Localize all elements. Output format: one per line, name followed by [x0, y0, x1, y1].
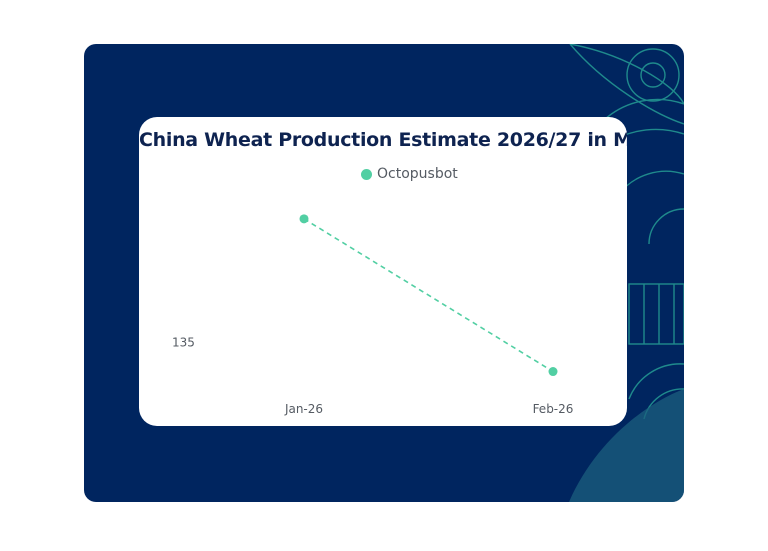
chart-title: China Wheat Production Estimate 2026/27 …: [139, 129, 627, 151]
x-tick-label-1: Feb-26: [533, 402, 574, 416]
x-tick-label-0: Jan-26: [284, 402, 323, 416]
legend-marker: [361, 168, 372, 180]
data-point-0-1[interactable]: [548, 367, 558, 377]
decorative-pattern: [569, 44, 684, 502]
chart-card: China Wheat Production Estimate 2026/27 …: [139, 117, 627, 426]
series-line-0: [303, 218, 554, 373]
data-point-0-0[interactable]: [299, 214, 309, 224]
legend-label: Octopusbot: [377, 166, 458, 182]
legend[interactable]: Octopusbot: [361, 166, 458, 182]
chart-plot: 135 Jan-26 Feb-26: [172, 214, 574, 416]
y-tick-label-0: 135: [172, 335, 195, 349]
